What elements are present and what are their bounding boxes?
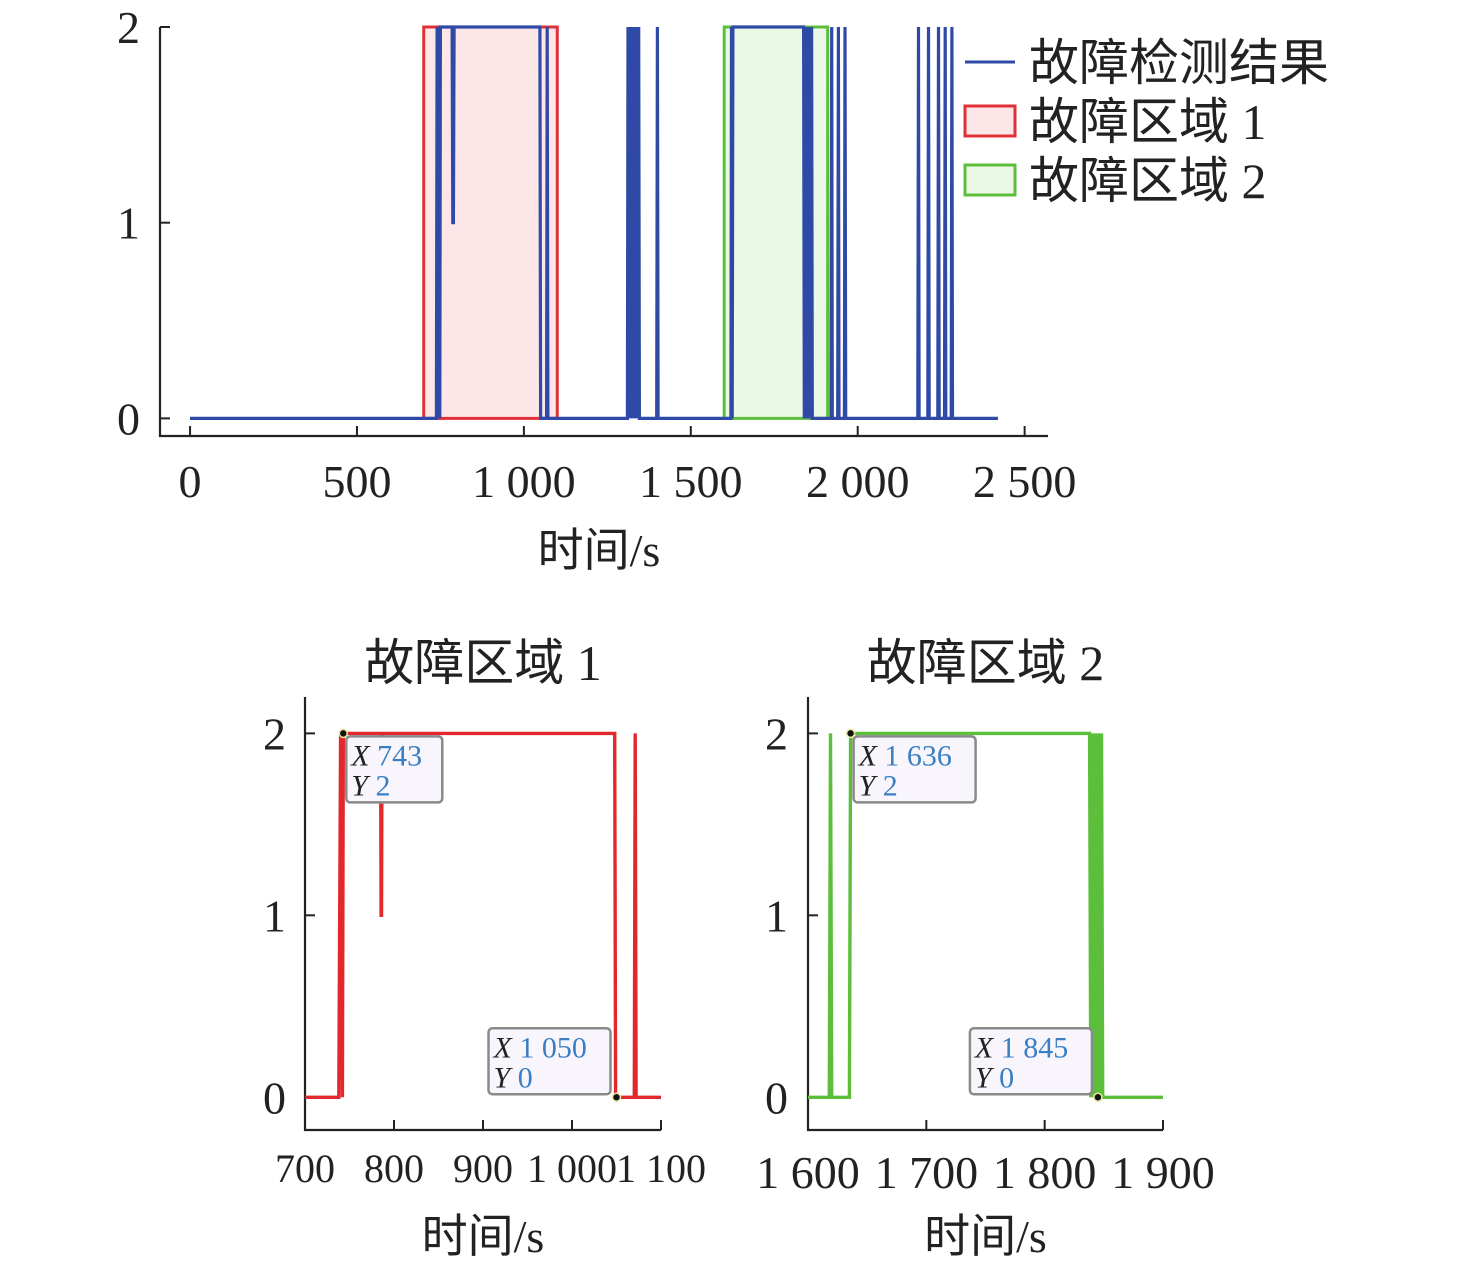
data-tip-x: X 1 636 xyxy=(858,739,952,772)
data-tip-marker xyxy=(1093,1092,1103,1103)
data-tip-y: Y 0 xyxy=(494,1061,533,1094)
y-tick-label: 1 xyxy=(263,890,286,941)
x-tick-label: 1 900 xyxy=(1111,1147,1215,1198)
y-tick-label: 1 xyxy=(117,198,140,249)
series-line-1 xyxy=(190,25,998,420)
data-tip-marker xyxy=(845,728,856,739)
data-tip-marker xyxy=(611,1092,622,1103)
x-tick-label: 1 100 xyxy=(616,1146,706,1191)
x-tick-label: 2 000 xyxy=(806,456,910,507)
legend-label: 故障区域 1 xyxy=(1029,94,1267,150)
data-tip-box xyxy=(852,735,977,804)
x-tick-label: 0 xyxy=(179,456,202,507)
axis-lines xyxy=(158,27,1048,438)
y-tick-label: 0 xyxy=(117,393,140,444)
x-axis-label: 时间/s xyxy=(538,525,661,576)
y-tick-label: 0 xyxy=(765,1072,788,1123)
legend-swatch-region xyxy=(963,104,1017,138)
legend-label: 故障区域 2 xyxy=(1029,153,1267,209)
main-chart-panel: 0 1 2 0 500 1 000 1 500 2 000 2 500 时间/s 故障检测结果故障区… xyxy=(117,2,1329,576)
x-axis-label: 时间/s xyxy=(924,1211,1047,1262)
x-tick-label: 1 600 xyxy=(756,1147,860,1198)
series-line-1 xyxy=(808,731,1163,1100)
series-line-1 xyxy=(305,731,661,1100)
legend-swatch-region xyxy=(963,163,1017,197)
y-tick-label: 1 xyxy=(765,890,788,941)
data-tip-x: X 1 845 xyxy=(974,1031,1068,1064)
data-tip-box xyxy=(487,1027,612,1096)
data-tip-y: Y 2 xyxy=(351,769,390,802)
data-tip-box xyxy=(345,735,444,804)
data-tip-box xyxy=(968,1027,1094,1096)
x-tick-label: 900 xyxy=(453,1146,513,1191)
x-tick-label: 2 500 xyxy=(973,456,1077,507)
data-tip-marker xyxy=(338,728,349,739)
x-tick-label: 1 000 xyxy=(527,1146,617,1191)
x-tick-label: 1 000 xyxy=(472,456,576,507)
legend-label: 故障检测结果 xyxy=(1029,35,1329,91)
x-axis-label: 时间/s xyxy=(422,1211,545,1262)
x-tick-label: 800 xyxy=(364,1146,424,1191)
data-tip-x: X 743 xyxy=(350,739,422,772)
x-tick-label: 1 500 xyxy=(639,456,743,507)
x-tick-label: 1 800 xyxy=(993,1147,1097,1198)
chart-title: 故障区域 1 xyxy=(364,635,602,691)
y-tick-label: 2 xyxy=(765,708,788,759)
x-tick-label: 500 xyxy=(322,456,391,507)
x-tick-label: 700 xyxy=(275,1146,335,1191)
data-tip-y: Y 0 xyxy=(975,1061,1014,1094)
zoom-chart-fault-region-2: 0 1 2 1 600 1 700 1 800 1 900 时间/s 故障区域 2 X 1 636… xyxy=(756,635,1215,1262)
y-tick-label: 0 xyxy=(263,1072,286,1123)
x-tick-label: 1 700 xyxy=(875,1147,979,1198)
chart-title: 故障区域 2 xyxy=(867,635,1105,691)
y-tick-label: 2 xyxy=(263,708,286,759)
y-tick-label: 2 xyxy=(117,2,140,53)
fault-region-1-box xyxy=(422,25,559,420)
data-tip-y: Y 2 xyxy=(859,769,898,802)
data-tip-x: X 1 050 xyxy=(493,1031,587,1064)
